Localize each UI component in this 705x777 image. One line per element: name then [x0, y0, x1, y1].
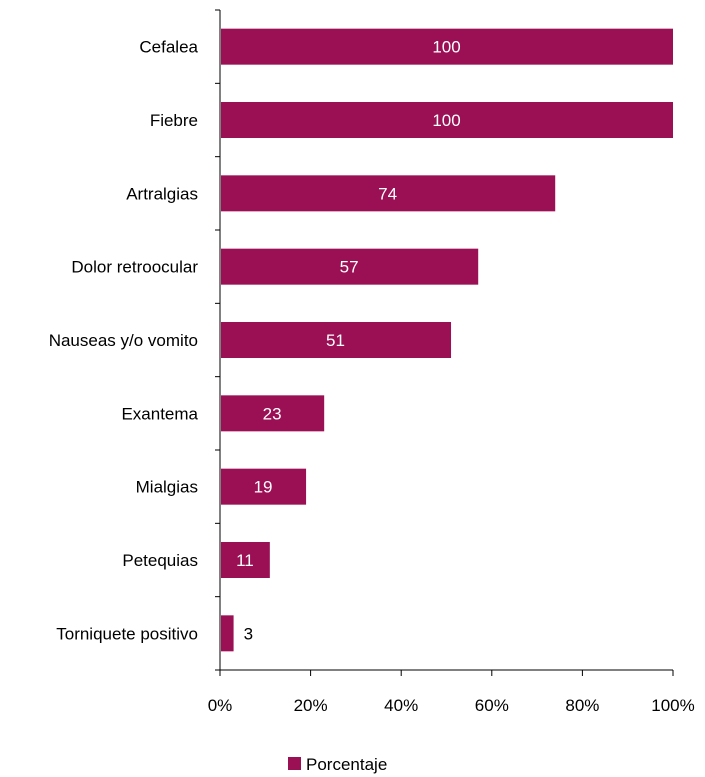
bar-petequias: [221, 542, 270, 578]
data-label-exantema: 23: [263, 404, 282, 423]
x-tick-label: 100%: [651, 696, 694, 715]
category-label-mialgias: Mialgias: [136, 478, 198, 497]
x-tick-label: 20%: [294, 696, 328, 715]
category-labels: Cefalea Fiebre Artralgias Dolor retroocular…: [49, 38, 199, 644]
data-label-torniquete-positivo: 3: [244, 624, 253, 643]
data-label-fiebre: 100: [432, 111, 460, 130]
x-tick-labels: 0% 20% 40% 60% 80% 100%: [208, 696, 695, 715]
axes: [215, 9, 674, 676]
bar-mialgias: [221, 468, 307, 505]
category-label-exantema: Exantema: [121, 404, 198, 423]
x-tick-label: 0%: [208, 696, 233, 715]
category-label-petequias: Petequias: [122, 551, 198, 570]
category-label-dolor-retroocular: Dolor retroocular: [71, 258, 198, 277]
bar-artralgias: [221, 175, 556, 212]
data-label-cefalea: 100: [432, 38, 460, 57]
category-label-artralgias: Artralgias: [126, 184, 198, 203]
data-label-petequias: 11: [236, 551, 254, 570]
legend: Porcentaje: [288, 755, 387, 774]
category-label-nauseas-y-o-vomito: Nauseas y/o vomito: [49, 331, 198, 350]
bars: [221, 28, 673, 652]
data-label-nauseas-y-o-vomito: 51: [326, 331, 345, 350]
bar-nauseas-y-o-vomito: [221, 322, 452, 358]
data-labels: 100 100 74 57 51 23 19 11 3: [236, 38, 461, 644]
x-tick-label: 40%: [384, 696, 418, 715]
bar-torniquete-positivo: [221, 615, 234, 652]
category-label-fiebre: Fiebre: [150, 111, 198, 130]
bar-fiebre: [221, 102, 673, 138]
data-label-dolor-retroocular: 57: [340, 258, 359, 277]
legend-swatch: [288, 757, 301, 770]
bar-exantema: [221, 395, 325, 432]
legend-label-porcentaje: Porcentaje: [306, 755, 387, 774]
data-label-mialgias: 19: [254, 478, 273, 497]
x-tick-label: 60%: [475, 696, 509, 715]
bar-dolor-retroocular: [221, 248, 479, 285]
category-label-cefalea: Cefalea: [139, 38, 198, 57]
bar-cefalea: [221, 28, 673, 65]
category-label-torniquete-positivo: Torniquete positivo: [56, 624, 198, 643]
x-tick-label: 80%: [565, 696, 599, 715]
data-label-artralgias: 74: [378, 184, 397, 203]
